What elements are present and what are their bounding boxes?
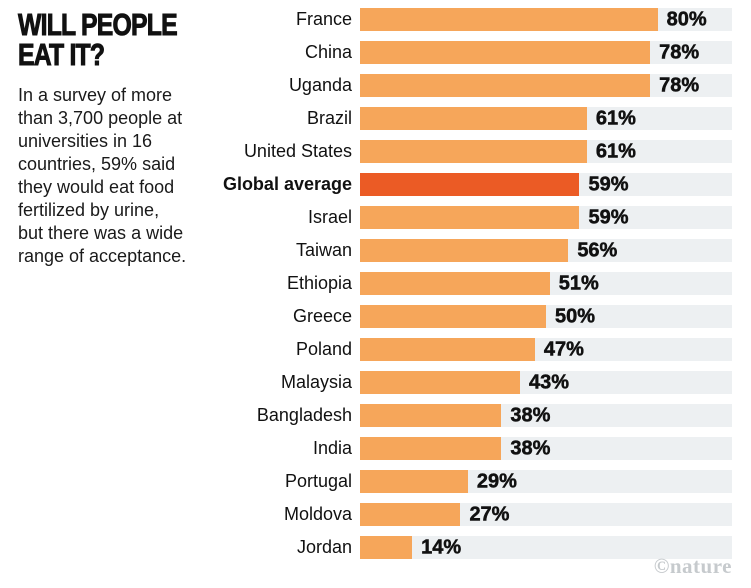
bar-track: 47% — [360, 338, 732, 361]
bar-value: 80% — [666, 8, 707, 31]
bar-track: 27% — [360, 503, 732, 526]
bar-value: 47% — [543, 338, 585, 361]
chart-description: In a survey of more than 3,700 people at… — [18, 85, 187, 266]
bar-row: Global average 59% — [0, 173, 732, 196]
bar-track: 61% — [360, 107, 732, 130]
bar-row: India 38% — [0, 437, 732, 460]
bar-value: 50% — [555, 305, 596, 328]
bar — [360, 41, 651, 64]
bar-row: Moldova 27% — [0, 503, 732, 526]
bar-value: 43% — [528, 371, 570, 394]
bar-track: 80% — [360, 8, 732, 31]
bar-row: Greece 50% — [0, 305, 732, 328]
bar-label: Israel — [307, 207, 352, 227]
bar — [360, 107, 587, 130]
bar-row: Ethiopia 51% — [0, 272, 732, 295]
bar — [360, 173, 580, 196]
bar-track: 14% — [360, 536, 732, 559]
bar-label: Poland — [295, 339, 352, 359]
bar-value: 61% — [595, 107, 637, 130]
bar-label: Global average — [222, 174, 352, 194]
bar-row: Bangladesh 38% — [0, 404, 732, 427]
bar-value: 14% — [421, 536, 462, 559]
bar-track: 56% — [360, 239, 732, 262]
bar-row: China 78% — [0, 41, 732, 64]
bar-track: 50% — [360, 305, 732, 328]
bar-label: Brazil — [306, 108, 352, 128]
bar-row: Malaysia 43% — [0, 371, 732, 394]
bar-track: 78% — [360, 41, 732, 64]
bar-value: 51% — [558, 272, 599, 295]
bar-track: 78% — [360, 74, 732, 97]
bar-label: Taiwan — [295, 240, 352, 260]
bar-rows: France 80% China 78% Uganda 78% Brazil 6… — [0, 8, 732, 559]
bar-label: Bangladesh — [256, 405, 352, 425]
bar-row: Taiwan 56% — [0, 239, 732, 262]
bar-track: 43% — [360, 371, 732, 394]
bar-track: 51% — [360, 272, 732, 295]
bar-row: Poland 47% — [0, 338, 732, 361]
bar-value: 56% — [577, 239, 618, 262]
bar — [360, 140, 587, 163]
bar-row: France 80% — [0, 8, 732, 31]
bar-track: 38% — [360, 437, 732, 460]
bar — [360, 239, 569, 262]
bar-label: France — [295, 9, 352, 29]
bar-track: 59% — [360, 173, 732, 196]
bar-label: Malaysia — [280, 372, 352, 392]
bar-value: 78% — [659, 74, 700, 97]
bar-label: Portugal — [284, 471, 352, 491]
bar-label: China — [304, 42, 352, 62]
bar — [360, 404, 502, 427]
chart-title: WILL PEOPLE EAT IT? — [18, 7, 178, 72]
bar — [360, 74, 651, 97]
bar-label: Jordan — [296, 537, 352, 557]
bar — [360, 437, 502, 460]
bar-label: Greece — [292, 306, 352, 326]
bar-value: 61% — [595, 140, 637, 163]
bar — [360, 371, 520, 394]
bar-label: Uganda — [288, 75, 352, 95]
bar-track: 61% — [360, 140, 732, 163]
bar-track: 29% — [360, 470, 732, 493]
bar-value: 59% — [588, 206, 629, 229]
bar — [360, 305, 546, 328]
bar-value: 38% — [510, 437, 551, 460]
bar-value: 78% — [659, 41, 700, 64]
bar — [360, 470, 468, 493]
bar-track: 59% — [360, 206, 732, 229]
bar-row: Portugal 29% — [0, 470, 732, 493]
bar-row: Israel 59% — [0, 206, 732, 229]
bar-row: Uganda 78% — [0, 74, 732, 97]
bar-track: 38% — [360, 404, 732, 427]
bar-row: Jordan 14% — [0, 536, 732, 559]
bar — [360, 338, 535, 361]
bar — [360, 272, 550, 295]
bar-label: Ethiopia — [286, 273, 352, 293]
bar-label: Moldova — [283, 504, 352, 524]
bar — [360, 503, 461, 526]
bar — [360, 8, 658, 31]
bar-label: United States — [243, 141, 352, 161]
bar-value: 59% — [588, 173, 629, 196]
bar-value: 29% — [476, 470, 518, 493]
bar-label: India — [312, 438, 352, 458]
intro-panel: WILL PEOPLE EAT IT? In a survey of more … — [18, 7, 253, 268]
bar — [360, 206, 580, 229]
bar-value: 38% — [510, 404, 551, 427]
nature-watermark: ©nature — [653, 554, 732, 578]
bar — [360, 536, 413, 559]
bar-row: Brazil 61% — [0, 107, 732, 130]
bar-value: 27% — [469, 503, 510, 526]
bar-row: United States 61% — [0, 140, 732, 163]
